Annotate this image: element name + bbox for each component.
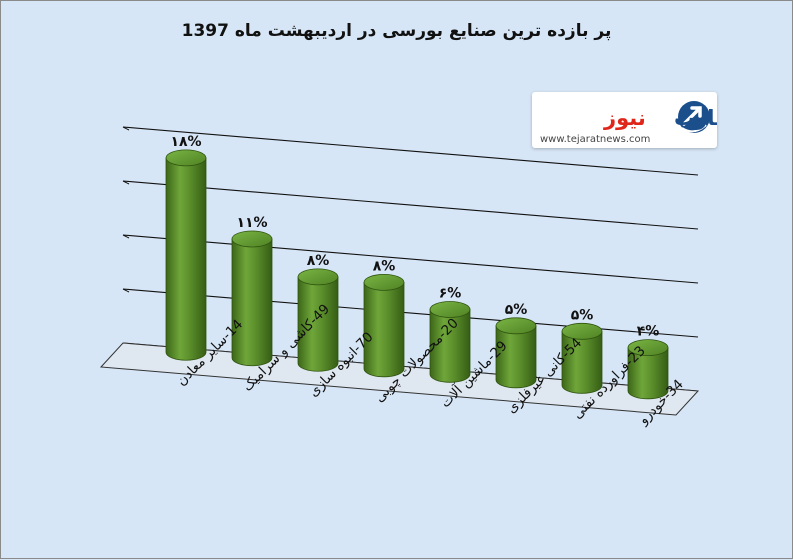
logo-brand-right: نیوز <box>603 106 646 130</box>
bar-cap <box>561 322 603 340</box>
bar-cap <box>297 268 339 286</box>
bar-body <box>495 325 537 389</box>
gridline-depth-tick <box>122 234 130 239</box>
gridline-depth-tick <box>122 126 130 131</box>
data-label: ۶% <box>439 285 462 301</box>
logo-emblem-icon <box>678 101 710 133</box>
gridline <box>122 126 699 176</box>
logo-url: www.tejaratnews.com <box>540 134 650 145</box>
logo-brand-left: تجارت <box>674 106 717 130</box>
bar-body <box>561 330 603 394</box>
data-label: ۸% <box>373 258 396 274</box>
bar-cap <box>429 301 471 318</box>
gridline-depth-tick <box>122 288 130 293</box>
gridline-depth-tick <box>122 180 130 185</box>
bar-body <box>429 309 471 383</box>
bar <box>363 273 405 378</box>
data-label: ۸% <box>307 253 330 269</box>
bar-cap <box>165 149 207 167</box>
data-label: ۱۸% <box>170 134 201 150</box>
chart-title: پر بازده ترین صنایع بورسی در اردیبهشت ما… <box>181 21 612 41</box>
data-label: ۱۱% <box>236 215 267 231</box>
gridline <box>122 288 699 338</box>
bar <box>165 149 207 361</box>
bar <box>297 268 339 372</box>
data-label: ۵% <box>505 302 528 318</box>
bar <box>429 301 471 383</box>
logo-arrow-icon <box>682 106 702 126</box>
bar <box>231 230 273 367</box>
bar <box>495 317 537 389</box>
logo-graphic: تجارت نیوز www.tejaratnews.com <box>540 101 717 145</box>
bar-cap <box>627 339 669 357</box>
bar-cap <box>231 230 273 248</box>
bar-body <box>165 157 207 361</box>
gridline <box>122 234 699 284</box>
bar-body <box>297 276 339 372</box>
bar-cap <box>363 273 405 291</box>
bar <box>561 322 603 394</box>
bar-body <box>231 238 273 367</box>
data-label: ۵% <box>571 307 594 323</box>
tejaratnews-logo: تجارت نیوز www.tejaratnews.com <box>532 92 717 148</box>
data-label: ۴% <box>637 324 660 340</box>
bar <box>627 339 669 400</box>
bar-cap <box>495 317 537 335</box>
bar-body <box>363 281 405 378</box>
gridline <box>122 180 699 230</box>
bar-body <box>627 347 669 400</box>
